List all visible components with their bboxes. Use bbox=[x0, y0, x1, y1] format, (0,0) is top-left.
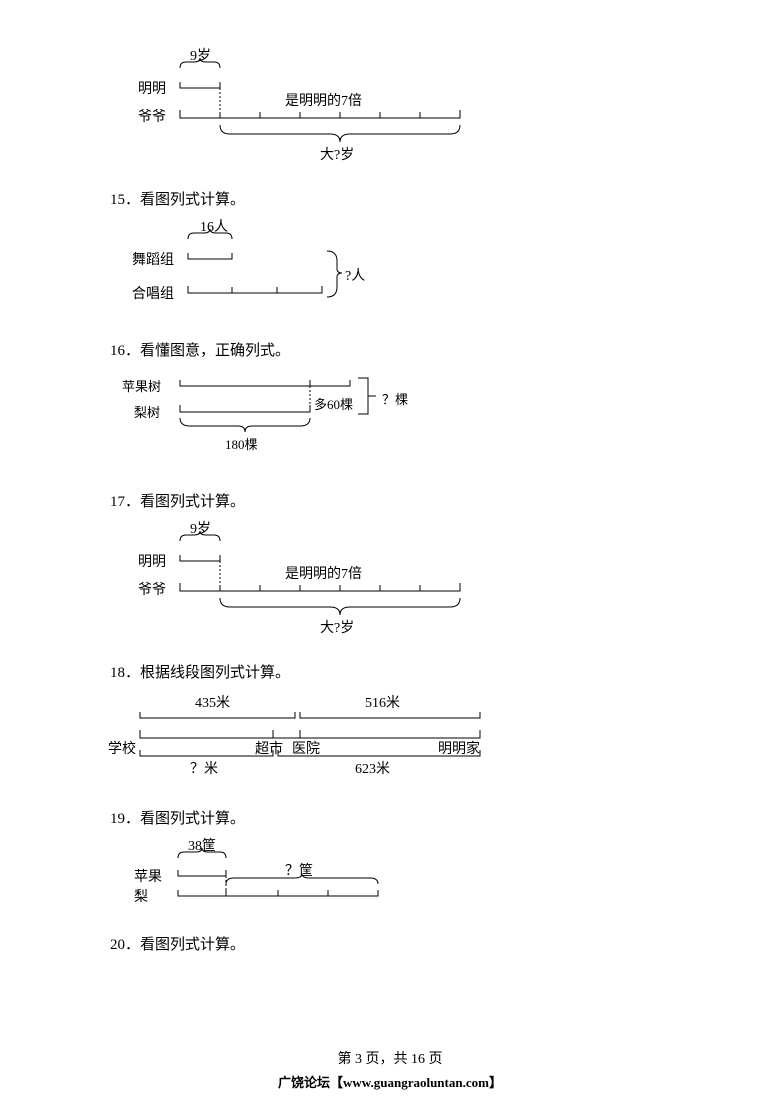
d16-bottom: 180棵 bbox=[225, 434, 258, 453]
diagram-14: 9岁 明明 是明明的7倍 爷爷 大?岁 bbox=[130, 50, 680, 170]
d18-b1: ？米 bbox=[190, 758, 218, 778]
d18-p1: 学校 bbox=[108, 738, 136, 758]
problem-20-title: 20．看图列式计算。 bbox=[110, 933, 680, 954]
problem-19-title: 19．看图列式计算。 bbox=[110, 807, 680, 828]
problem-15-title: 15．看图列式计算。 bbox=[110, 188, 680, 209]
d14-multiplier: 是明明的7倍 bbox=[285, 90, 362, 110]
d16-row1-label: 苹果树 bbox=[122, 376, 161, 395]
d17-multiplier: 是明明的7倍 bbox=[285, 563, 362, 583]
d18-seg1: 435米 bbox=[195, 692, 230, 712]
page-footer: 第 3 页，共 16 页 bbox=[0, 1048, 780, 1068]
watermark: 广饶论坛【www.guangraoluntan.com】 bbox=[0, 1072, 780, 1091]
diagram-18: 435米 516米 学校 超市 医院 明明家 ？米 623米 bbox=[120, 694, 680, 789]
d18-p4: 明明家 bbox=[438, 738, 480, 758]
problem-16-title: 16．看懂图意，正确列式。 bbox=[110, 339, 680, 360]
d17-row2-label: 爷爷 bbox=[138, 579, 166, 599]
d15-row1-label: 舞蹈组 bbox=[132, 249, 174, 269]
problem-17-title: 17．看图列式计算。 bbox=[110, 490, 680, 511]
d17-row1-label: 明明 bbox=[138, 551, 166, 571]
d16-row2-label: 梨树 bbox=[134, 402, 160, 421]
diagram-17: 9岁 明明 是明明的7倍 爷爷 大?岁 bbox=[130, 523, 680, 643]
d17-question: 大?岁 bbox=[320, 617, 354, 637]
d18-p2: 超市 bbox=[255, 738, 283, 758]
problem-18-title: 18．根据线段图列式计算。 bbox=[110, 661, 680, 682]
d15-question: ?人 bbox=[345, 265, 365, 285]
d18-p3: 医院 bbox=[292, 738, 320, 758]
d19-row2-label: 梨 bbox=[134, 886, 148, 906]
diagram-16: 苹果树 梨树 多60棵 ？棵 180棵 bbox=[120, 372, 680, 472]
d19-row1-label: 苹果 bbox=[134, 866, 162, 886]
d18-b2: 623米 bbox=[355, 758, 390, 778]
d14-row1-label: 明明 bbox=[138, 78, 166, 98]
diagram-19: 38筐 苹果 梨 ？筐 bbox=[130, 840, 680, 915]
d14-row2-label: 爷爷 bbox=[138, 106, 166, 126]
d16-extra: 多60棵 bbox=[314, 394, 353, 413]
d19-question: ？筐 bbox=[285, 860, 313, 880]
d15-row2-label: 合唱组 bbox=[132, 283, 174, 303]
d16-question: ？棵 bbox=[382, 389, 408, 408]
d14-question: 大?岁 bbox=[320, 144, 354, 164]
d18-seg2: 516米 bbox=[365, 692, 400, 712]
diagram-15: 16人 舞蹈组 合唱组 ?人 bbox=[130, 221, 680, 321]
